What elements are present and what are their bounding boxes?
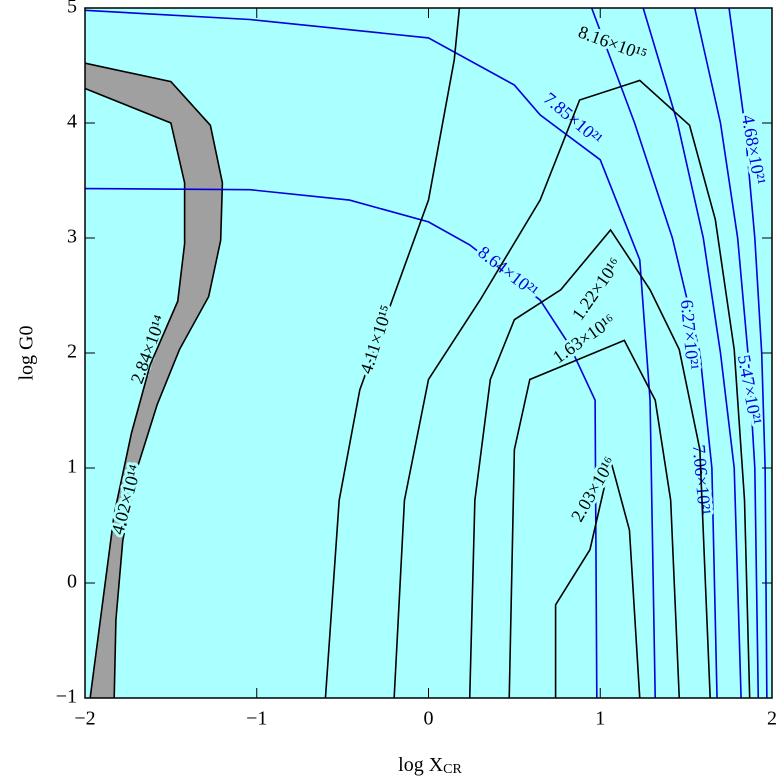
contour-line: [642, 8, 742, 698]
x-tick-label: −2: [74, 708, 95, 730]
contour-line: [693, 8, 760, 698]
y-tick-label: 4: [67, 111, 77, 133]
contour-line: [85, 9, 657, 698]
contour-line: [508, 339, 681, 698]
band: [85, 63, 223, 698]
x-axis-label-subscript: CR: [443, 762, 462, 777]
y-tick-label: 3: [67, 226, 77, 248]
y-tick-label: 2: [67, 341, 77, 363]
contour-line: [324, 8, 461, 698]
contour-line: [393, 79, 751, 698]
contour-line: [468, 228, 711, 698]
x-tick-label: 1: [595, 708, 605, 730]
y-axis-label: log G0: [16, 326, 38, 381]
y-tick-label: 5: [67, 0, 77, 18]
contour-line: [554, 459, 641, 698]
x-axis-label-main: log X: [398, 754, 444, 776]
x-tick-label: 0: [424, 708, 434, 730]
contour-line: [85, 87, 186, 698]
y-tick-label: 0: [67, 571, 77, 593]
x-tick-label: −1: [246, 708, 267, 730]
contour-line: [85, 187, 598, 698]
x-axis-label: log XCR: [398, 754, 462, 778]
y-tick-label: 1: [67, 456, 77, 478]
contour-line: [85, 62, 224, 698]
y-tick-label: −1: [56, 686, 77, 708]
contour-line: [728, 8, 768, 698]
x-tick-label: 2: [767, 708, 777, 730]
contour-line: [590, 8, 718, 698]
